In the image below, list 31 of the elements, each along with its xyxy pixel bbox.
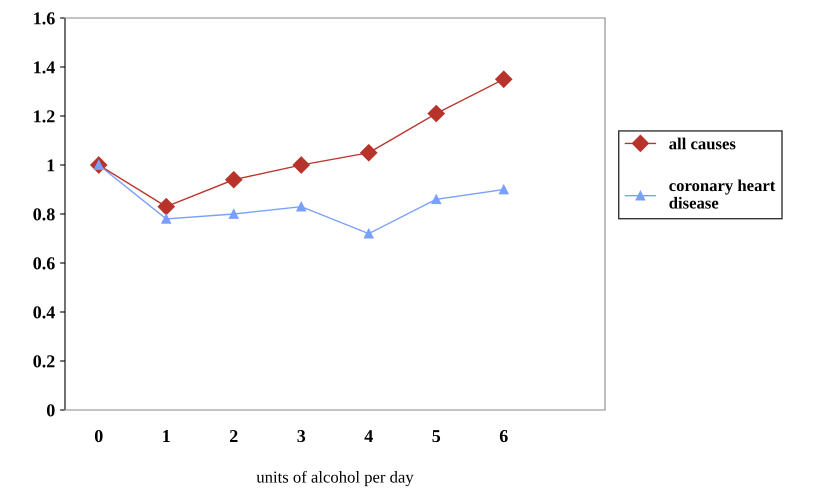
- point: [225, 171, 242, 188]
- point: [431, 194, 442, 204]
- x-tick-label: 5: [432, 430, 440, 442]
- legend-label: coronary heart disease: [669, 179, 776, 209]
- y-tick-label: 1.2: [34, 110, 54, 123]
- point: [360, 144, 378, 162]
- y-tick-label: 1.6: [34, 12, 55, 25]
- x-tick-label: 1: [163, 430, 170, 442]
- y-tick-label: 0.8: [33, 208, 55, 221]
- y-tick-label: 1: [48, 159, 54, 172]
- point: [364, 228, 374, 238]
- y-tick-label: 0.4: [33, 306, 55, 319]
- point: [495, 70, 512, 88]
- point: [158, 198, 175, 216]
- x-tick-label: 6: [500, 430, 508, 442]
- point: [292, 156, 310, 174]
- x-tick-label: 4: [364, 430, 373, 442]
- x-axis-title: units of alcohol per day: [256, 470, 414, 486]
- y-tick-label: 0.6: [33, 257, 55, 270]
- point: [161, 214, 172, 224]
- legend-label: all causes: [669, 138, 736, 150]
- x-tick-label: 0: [94, 430, 103, 442]
- point: [498, 184, 509, 194]
- y-tick-label: 0: [46, 404, 55, 416]
- y-tick-label: 1.4: [34, 61, 55, 74]
- point: [228, 209, 239, 219]
- x-tick-label: 2: [230, 430, 238, 442]
- point: [296, 202, 306, 212]
- point: [428, 105, 445, 122]
- x-tick-label: 3: [297, 430, 306, 442]
- y-tick-label: 0.2: [33, 355, 54, 368]
